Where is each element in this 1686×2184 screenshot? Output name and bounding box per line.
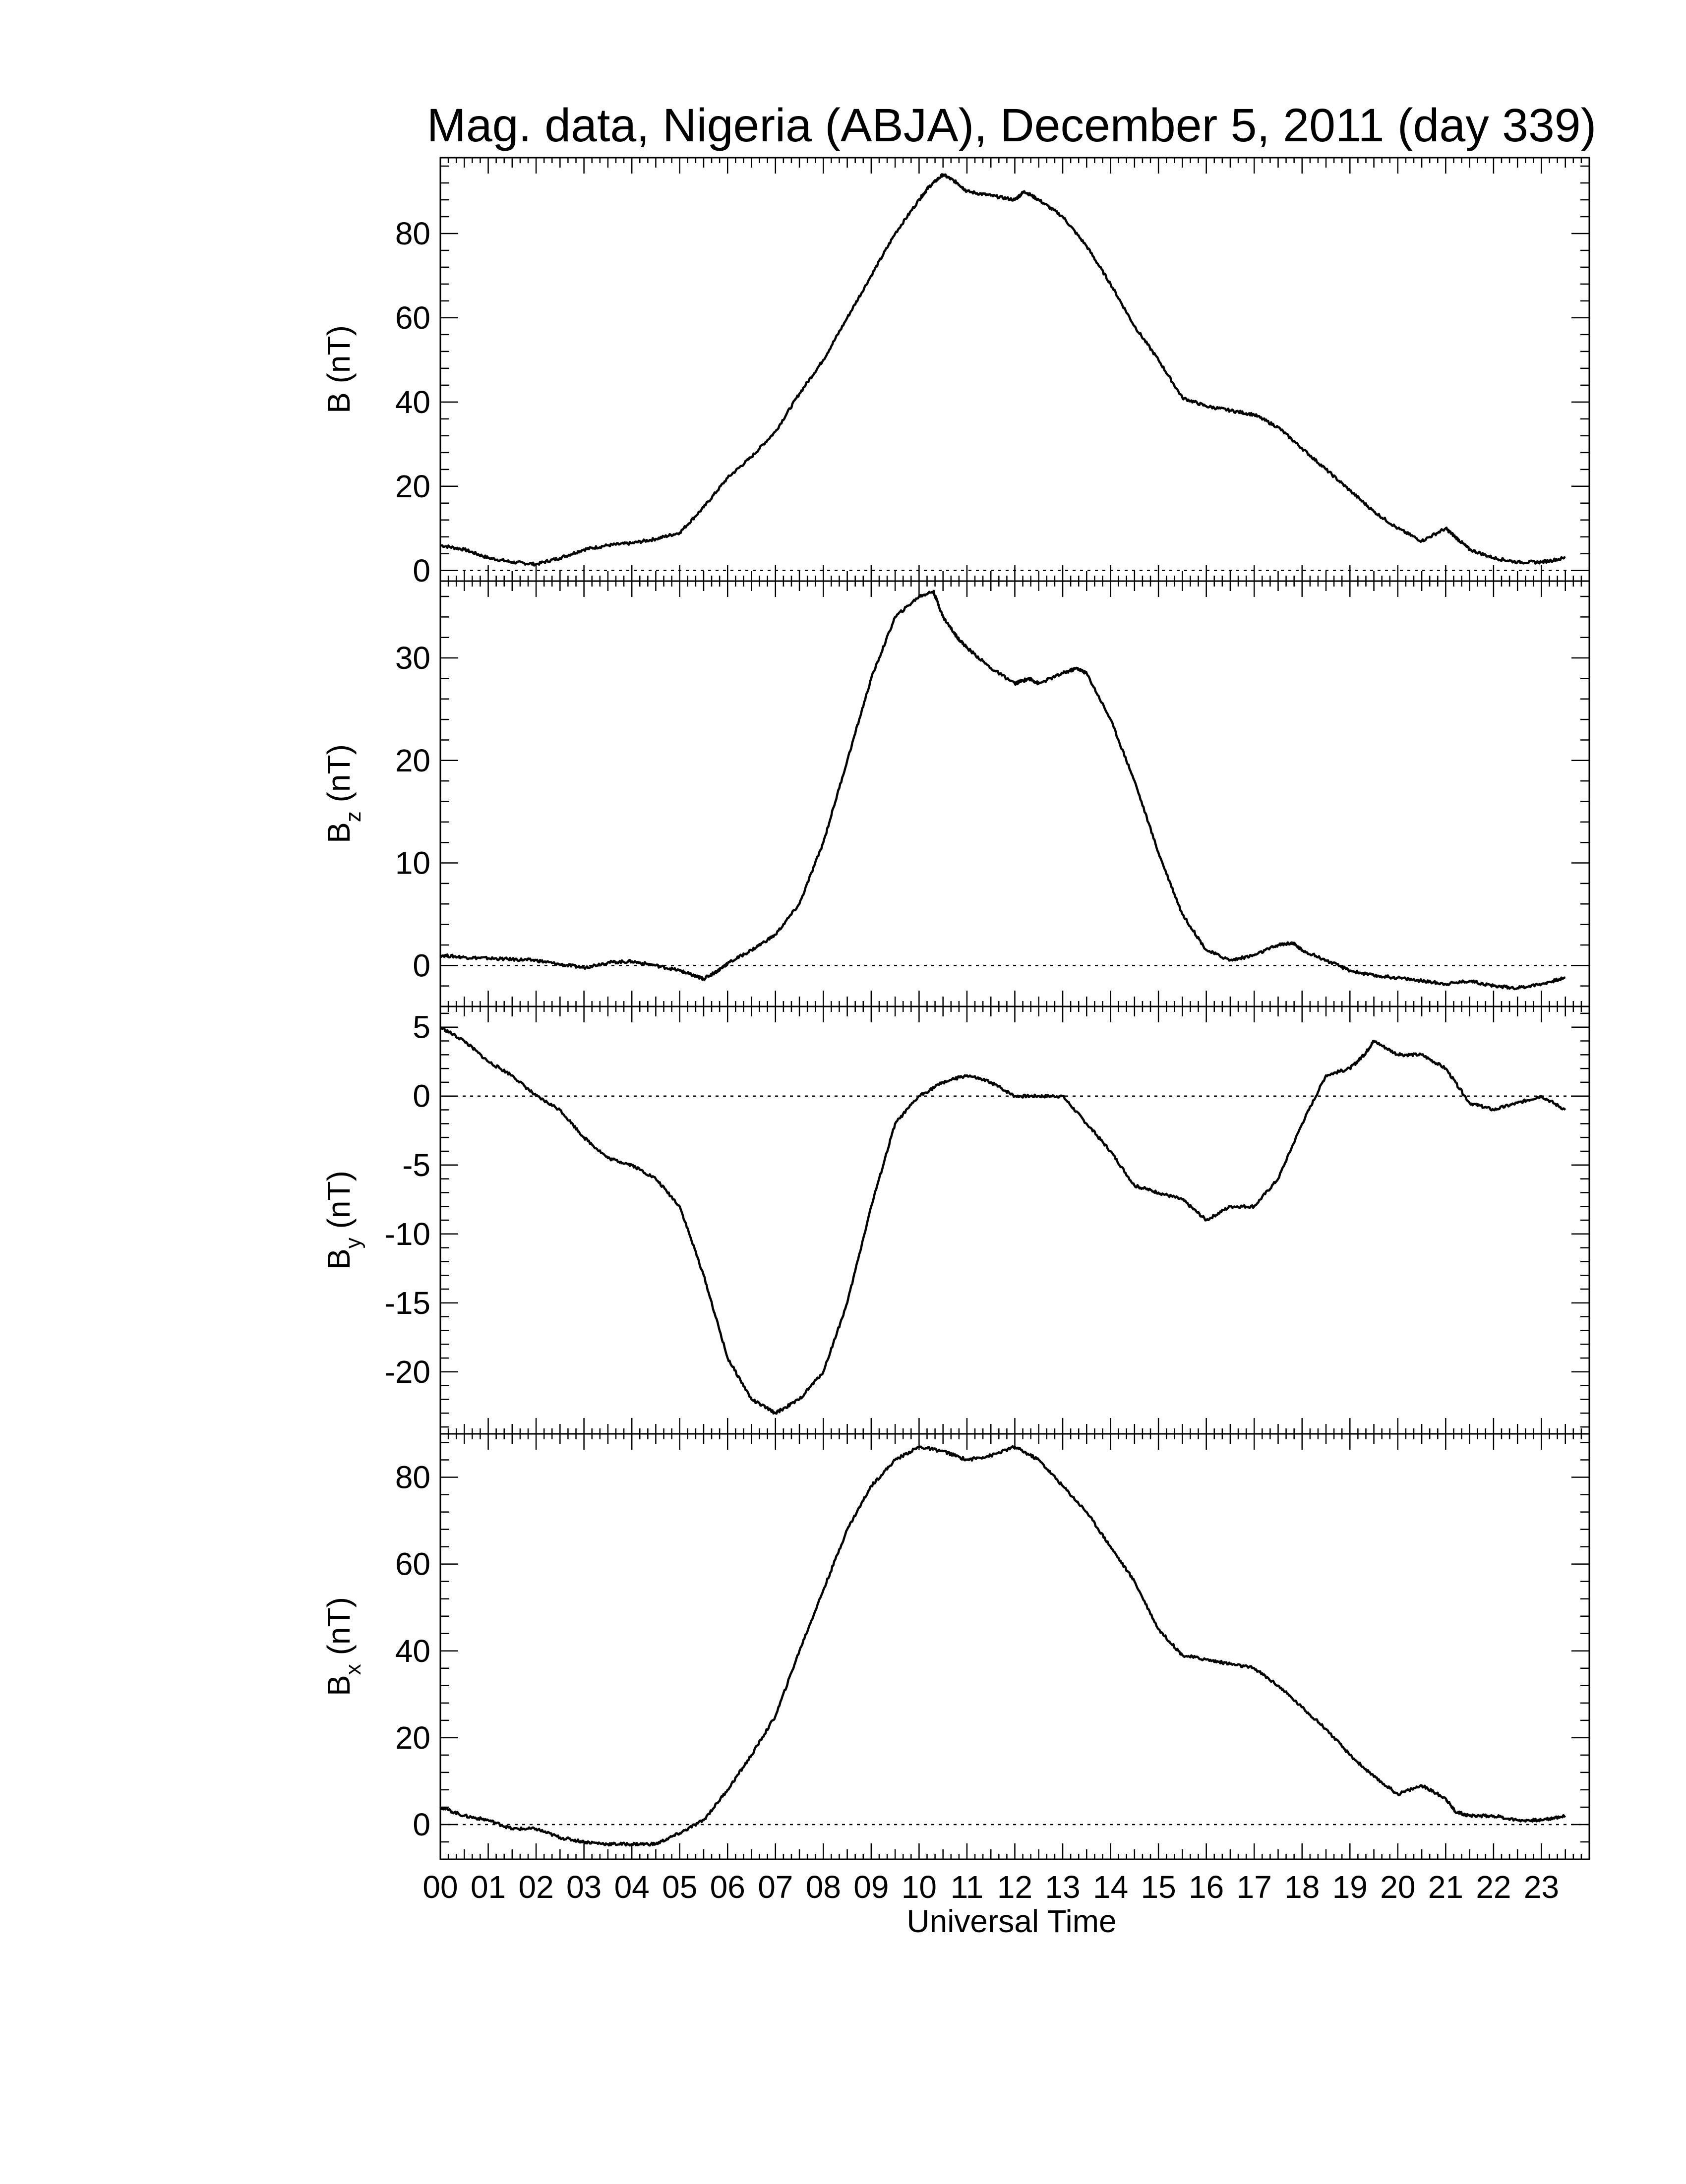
y-tick-label: 20 [395,469,430,504]
series-line-b-total [440,173,1566,567]
panels: 0 20 40 60 80 B (nT) 0 10 20 30 Bz (nT) -20 -15 -10 -5… [321,157,1590,1860]
x-tick-label: 09 [853,1869,889,1905]
series-line-bx [439,1445,1566,1847]
y-tick-label: -15 [385,1285,431,1321]
y-tick-label: 60 [395,300,430,336]
x-ticks [439,1006,1590,1434]
y-tick-label: 20 [395,1720,430,1756]
panel-bx: 0 20 40 60 80 Bx (nT) [321,1433,1590,1860]
y-tick-label: 20 [395,743,430,778]
x-ticks [439,581,1590,1006]
x-tick-label: 21 [1428,1869,1463,1905]
x-tick-label: 11 [951,1869,983,1905]
panel-frame [439,1005,1590,1435]
y-axis-label: Bz (nT) [321,744,365,843]
y-tick-label: 40 [395,384,430,420]
x-tick-label: 12 [997,1869,1032,1905]
y-axis-label-main: B [321,392,357,413]
y-axis-label-sub: x [341,1664,365,1675]
y-tick-label: 0 [413,553,430,589]
series-line-bz [439,590,1566,991]
y-ticks [440,595,1589,1007]
x-tick-label: 16 [1189,1869,1224,1905]
x-tick-label: 03 [566,1869,602,1905]
y-axis-label-unit: (nT) [321,1171,357,1238]
x-tick-label: 04 [614,1869,650,1905]
x-tick-label: 01 [471,1869,506,1905]
x-tick-label: 00 [422,1869,458,1905]
panel-by: -20 -15 -10 -5 0 5 By (nT) [321,1005,1590,1435]
y-axis-label: By (nT) [321,1171,365,1270]
y-tick-label: 5 [413,1009,430,1045]
x-tick-label: 10 [902,1869,937,1905]
y-tick-label: -10 [385,1216,431,1252]
y-axis-label-unit: (nT) [321,325,357,392]
x-tick-label: 06 [710,1869,745,1905]
x-ticks [439,1434,1590,1859]
y-axis-label-unit: (nT) [321,744,357,811]
x-tick-label: 23 [1524,1869,1559,1905]
x-tick-label: 19 [1332,1869,1368,1905]
y-axis-label-main: B [321,822,357,843]
panel-b-total: 0 20 40 60 80 B (nT) [321,157,1590,589]
series-line-by [439,1026,1566,1415]
x-tick-label: 13 [1045,1869,1080,1905]
y-axis-label: Bx (nT) [321,1597,365,1696]
x-tick-label: 22 [1476,1869,1511,1905]
y-ticks [440,1442,1589,1860]
x-tick-label: 18 [1284,1869,1320,1905]
y-axis-label: B (nT) [321,325,357,413]
x-tick-label: 05 [662,1869,697,1905]
y-axis-label-main: B [321,1675,357,1696]
x-tick-label: 07 [758,1869,793,1905]
y-tick-label: 30 [395,640,430,676]
x-ticks [439,158,1590,581]
y-axis-label-sub: z [341,811,365,822]
y-axis-label-main: B [321,1248,357,1270]
x-tick-label: 20 [1380,1869,1415,1905]
x-tick-label: 08 [806,1869,841,1905]
x-tick-labels: 00 01 02 03 04 05 06 07 08 09 10 11 12 13 14 15 16 17 18 19… [422,1869,1559,1905]
y-tick-label: 60 [395,1546,430,1582]
panel-frame [439,157,1590,582]
y-axis-label-unit: (nT) [321,1597,357,1664]
y-tick-label: -20 [385,1354,431,1390]
y-tick-label: 40 [395,1633,430,1669]
x-tick-label: 15 [1141,1869,1176,1905]
y-axis-label-sub: y [341,1238,365,1248]
y-tick-label: -5 [402,1147,430,1183]
y-tick-label: 10 [395,845,430,881]
x-tick-label: 02 [518,1869,553,1905]
panel-frame [439,1433,1590,1860]
panel-frame [439,580,1590,1007]
panel-bz: 0 10 20 30 Bz (nT) [321,580,1590,1007]
chart-title: Mag. data, Nigeria (ABJA), December 5, 2… [427,99,1597,152]
y-tick-label: 0 [413,1078,430,1114]
y-tick-label: 0 [413,1807,430,1842]
y-ticks [440,1012,1589,1428]
x-axis-label: Universal Time [906,1903,1116,1939]
x-tick-label: 17 [1237,1869,1272,1905]
y-tick-label: 80 [395,216,430,251]
y-tick-label: 0 [413,947,430,983]
y-tick-label: 80 [395,1460,430,1495]
x-tick-label: 14 [1093,1869,1128,1905]
y-ticks [440,165,1589,572]
